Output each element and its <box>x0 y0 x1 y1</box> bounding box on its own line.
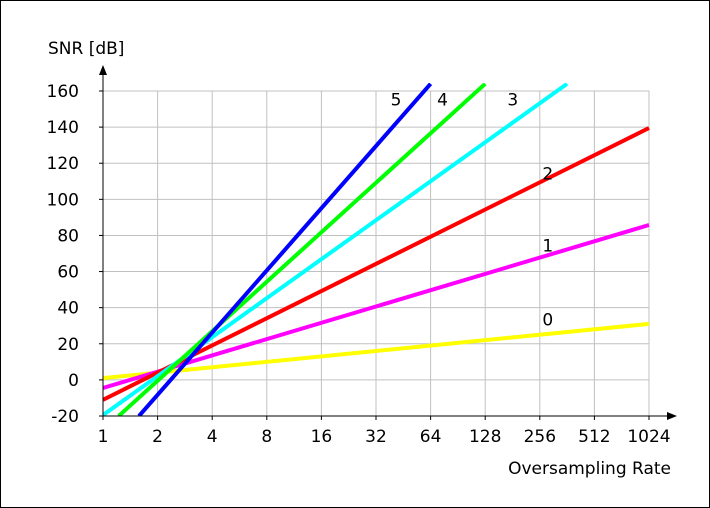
series-label-5: 5 <box>391 90 402 110</box>
tick-labels: 1 2 4 8 16 32 64 128 256 512 1024-2002040608010012… <box>47 82 671 447</box>
y-axis-label: SNR [dB] <box>48 39 124 59</box>
x-axis-arrow-icon <box>667 412 677 420</box>
y-tick-label: 100 <box>47 190 79 210</box>
x-axis-label: Oversampling Rate <box>508 459 671 479</box>
y-tick-label: 140 <box>47 118 79 138</box>
series-labels: 0 1 2 3 4 5 <box>391 90 554 330</box>
y-tick-label: -20 <box>51 407 79 427</box>
x-tick-label: 64 <box>420 427 442 447</box>
x-tick-label: 512 <box>578 427 610 447</box>
x-tick-label: 2 <box>152 427 163 447</box>
y-tick-label: 60 <box>57 263 79 283</box>
y-axis-arrow-icon <box>99 65 107 75</box>
x-tick-label: 128 <box>469 427 501 447</box>
y-tick-label: 20 <box>57 335 79 355</box>
series-line-0 <box>103 321 650 381</box>
x-tick-label: 256 <box>524 427 556 447</box>
axes <box>99 65 677 420</box>
y-tick-label: 0 <box>68 371 79 391</box>
x-tick-label: 32 <box>365 427 387 447</box>
grid <box>102 90 650 417</box>
x-tick-label: 16 <box>311 427 333 447</box>
series-line-1 <box>103 223 650 390</box>
y-tick-label: 80 <box>57 226 79 246</box>
x-tick-label: 1 <box>98 427 109 447</box>
series-label-4: 4 <box>437 90 448 110</box>
series-label-2: 2 <box>542 164 553 184</box>
x-tick-label: 1024 <box>627 427 670 447</box>
series-label-1: 1 <box>542 237 553 257</box>
x-tick-label: 4 <box>207 427 218 447</box>
series-line-5 <box>137 83 433 416</box>
series-label-0: 0 <box>542 311 553 331</box>
y-tick-label: 40 <box>57 299 79 319</box>
series-layer <box>103 83 650 416</box>
y-tick-label: 160 <box>47 82 79 102</box>
y-tick-label: 120 <box>47 154 79 174</box>
series-label-3: 3 <box>507 90 518 110</box>
x-tick-label: 8 <box>261 427 272 447</box>
series-line-4 <box>117 83 487 416</box>
